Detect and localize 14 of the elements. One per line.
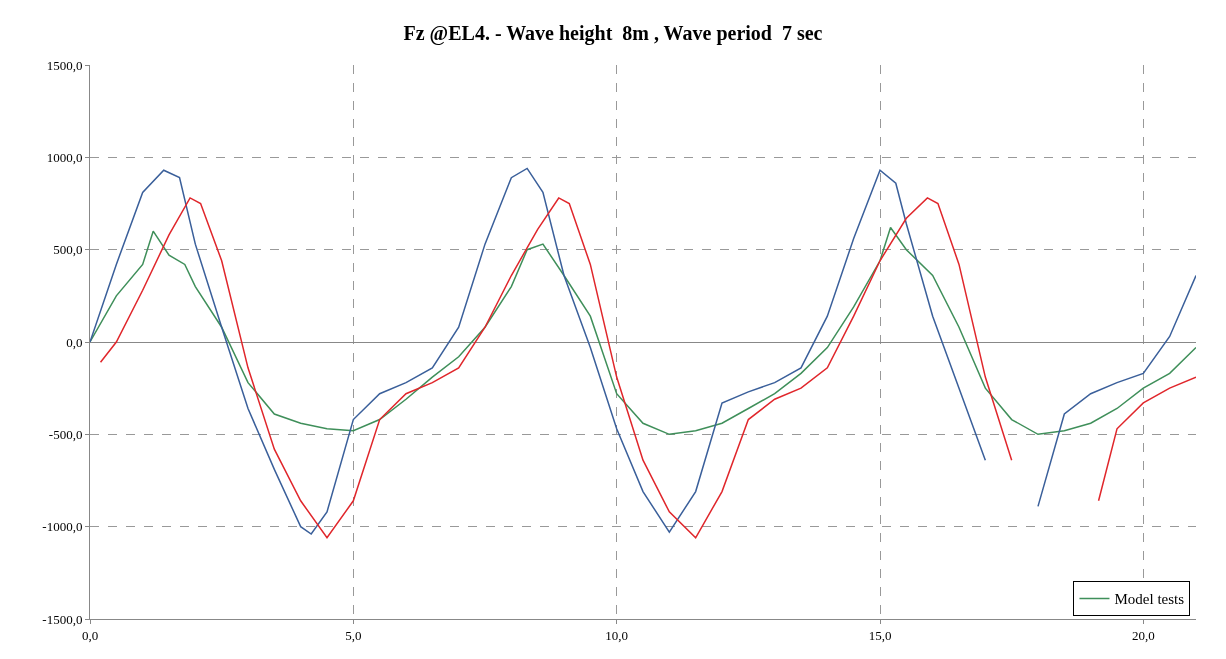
x-tick-label: 15,0 — [868, 627, 892, 643]
chart-title: Fz @EL4. - Wave height 8m , Wave period 7 sec — [403, 22, 823, 46]
x-tick-label: 10,0 — [605, 627, 629, 643]
x-tick-label: 5,0 — [345, 627, 362, 643]
legend-label: Model tests — [1114, 591, 1185, 608]
y-tick-label: 500,0 — [53, 242, 83, 258]
y-tick-label: -1500,0 — [42, 611, 83, 627]
y-tick-label: 1000,0 — [46, 149, 83, 165]
y-tick-label: -500,0 — [48, 426, 83, 442]
y-tick-label: 0,0 — [66, 334, 83, 350]
y-tick-label: 1500,0 — [46, 57, 83, 73]
x-tick-label: 0,0 — [81, 627, 99, 643]
x-tick-label: 20,0 — [1131, 627, 1155, 643]
y-tick-label: -1000,0 — [42, 519, 83, 535]
